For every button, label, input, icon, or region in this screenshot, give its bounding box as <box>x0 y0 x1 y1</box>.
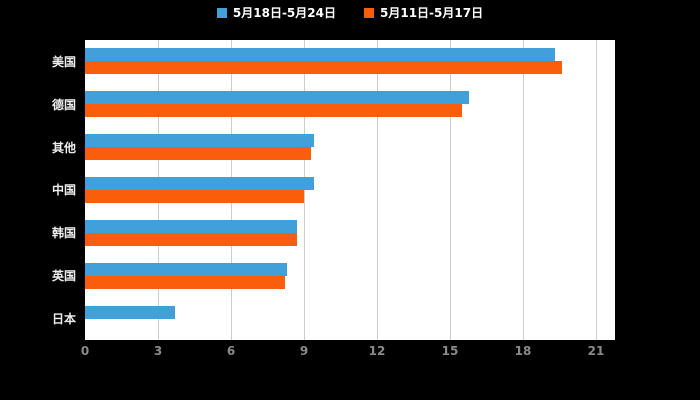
legend-swatch-week1 <box>364 7 374 18</box>
category-row <box>85 211 615 254</box>
gridline <box>304 40 305 340</box>
bar-segment <box>85 176 314 190</box>
x-tick-label: 21 <box>587 344 605 358</box>
x-tick-label: 9 <box>299 344 309 358</box>
legend-label-week1: 5月11日-5月17日 <box>380 6 484 20</box>
bar-segment <box>85 61 562 75</box>
legend-item-week2[interactable]: 5月18日-5月24日 <box>216 4 336 21</box>
category-row <box>85 126 615 169</box>
category-label: 日本 <box>51 312 76 327</box>
x-tick-label: 6 <box>226 344 236 358</box>
x-tick-label: 0 <box>80 344 90 358</box>
bar-segment <box>85 275 285 289</box>
category-row <box>85 254 615 297</box>
category-row <box>85 40 615 83</box>
x-tick-label: 15 <box>441 344 459 358</box>
category-label: 其他 <box>51 140 76 155</box>
legend-swatch-week2 <box>216 7 227 18</box>
bar-segment <box>85 147 312 161</box>
bar-segment <box>85 232 297 246</box>
category-row <box>85 297 615 340</box>
x-axis-tick-labels: 0 3 6 9 12 15 18 21 <box>0 344 700 364</box>
bar-segment <box>85 305 176 319</box>
category-label: 德国 <box>51 97 76 112</box>
category-label: 中国 <box>51 183 76 198</box>
gridline <box>596 40 597 340</box>
legend-label-week2: 5月18日-5月24日 <box>232 6 336 20</box>
bar-segment <box>85 134 314 148</box>
x-tick-label: 18 <box>514 344 532 358</box>
y-axis-category-labels: 美国德国其他中国韩国英国日本 <box>0 40 80 340</box>
gridline <box>450 40 451 340</box>
category-row <box>85 83 615 126</box>
bar-segment <box>85 189 304 203</box>
gridline <box>377 40 378 340</box>
category-label: 韩国 <box>51 226 76 241</box>
gridline <box>523 40 524 340</box>
category-label: 英国 <box>51 269 76 284</box>
bar-segment <box>85 219 297 233</box>
bar-segment <box>85 48 555 62</box>
bar-segment <box>85 91 470 105</box>
category-label: 美国 <box>51 54 76 69</box>
x-tick-label: 3 <box>153 344 163 358</box>
chart-legend: 5月18日-5月24日 5月11日-5月17日 <box>0 4 700 21</box>
category-row <box>85 169 615 212</box>
bar-segment <box>85 104 463 118</box>
x-tick-label: 12 <box>368 344 386 358</box>
legend-item-week1[interactable]: 5月11日-5月17日 <box>364 4 483 21</box>
bar-segment <box>85 262 287 276</box>
plot-area <box>85 40 615 340</box>
